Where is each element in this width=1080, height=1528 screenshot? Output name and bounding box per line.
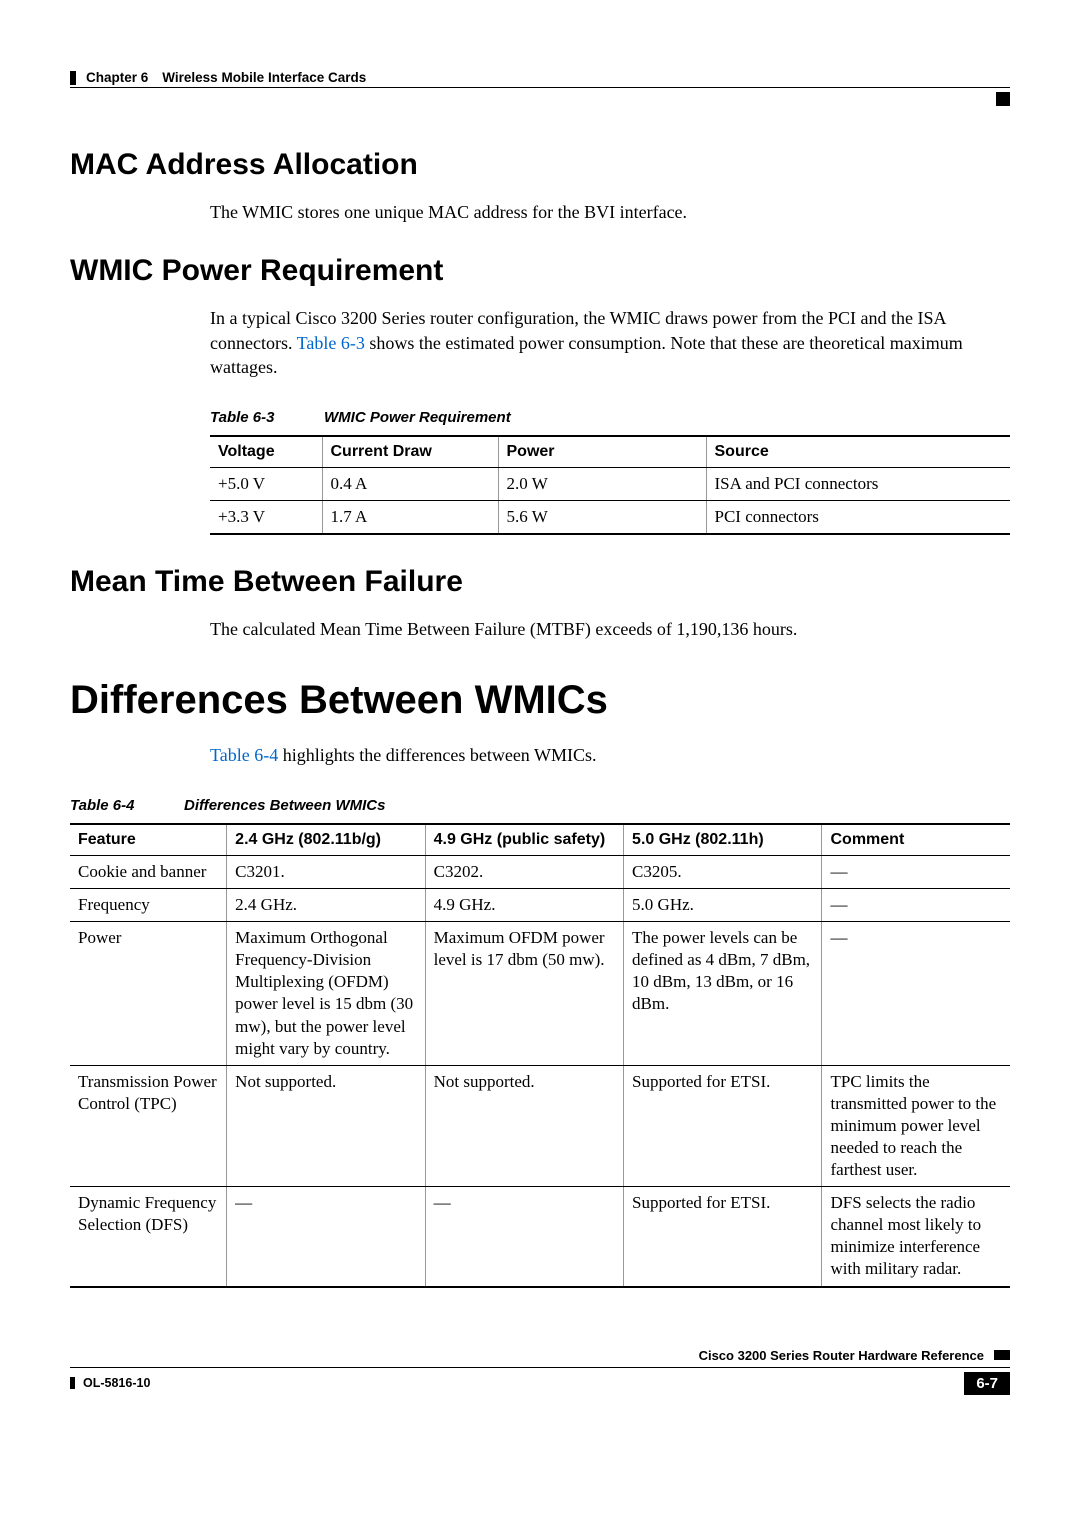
section-heading-mtbf: Mean Time Between Failure <box>70 565 1010 599</box>
table-cell: 2.0 W <box>498 468 706 501</box>
table-header-cell: Feature <box>70 824 227 856</box>
table-caption-label: Table 6-4 <box>70 797 180 814</box>
table-cell: 5.6 W <box>498 501 706 535</box>
table-cell: +5.0 V <box>210 468 322 501</box>
table-row: +3.3 V1.7 A5.6 WPCI connectors <box>210 501 1010 535</box>
table-cell: 2.4 GHz. <box>227 889 425 922</box>
table-cell: — <box>227 1187 425 1287</box>
table-cell: Not supported. <box>227 1065 425 1186</box>
table-ref-link[interactable]: Table 6-3 <box>297 333 365 353</box>
section-body-mac: The WMIC stores one unique MAC address f… <box>210 200 1010 224</box>
table-header-cell: 2.4 GHz (802.11b/g) <box>227 824 425 856</box>
table-cell: 5.0 GHz. <box>624 889 822 922</box>
chapter-title: Wireless Mobile Interface Cards <box>162 70 366 85</box>
table-header-cell: Power <box>498 436 706 468</box>
table-cell: Frequency <box>70 889 227 922</box>
table-differences: Feature2.4 GHz (802.11b/g)4.9 GHz (publi… <box>70 823 1010 1288</box>
table-cell: 4.9 GHz. <box>425 889 623 922</box>
table-cell: DFS selects the radio channel most likel… <box>822 1187 1010 1287</box>
header-tick <box>70 71 76 85</box>
table-row: Frequency2.4 GHz.4.9 GHz.5.0 GHz.— <box>70 889 1010 922</box>
section-heading-power: WMIC Power Requirement <box>70 254 1010 288</box>
table-caption-title: WMIC Power Requirement <box>324 409 511 426</box>
table-header-cell: 4.9 GHz (public safety) <box>425 824 623 856</box>
table-header-cell: Current Draw <box>322 436 498 468</box>
table-cell: 0.4 A <box>322 468 498 501</box>
table-cell: C3202. <box>425 855 623 888</box>
footer-tick <box>70 1377 75 1389</box>
section-heading-diffs: Differences Between WMICs <box>70 678 1010 723</box>
table-cell: ISA and PCI connectors <box>706 468 1010 501</box>
table-cell: Transmission Power Control (TPC) <box>70 1065 227 1186</box>
table-caption: Table 6-3 WMIC Power Requirement <box>210 409 1010 427</box>
table-cell: 1.7 A <box>322 501 498 535</box>
table-row: PowerMaximum Orthogonal Frequency-Divisi… <box>70 922 1010 1066</box>
table-header-cell: Source <box>706 436 1010 468</box>
table-cell: +3.3 V <box>210 501 322 535</box>
table-cell: TPC limits the transmitted power to the … <box>822 1065 1010 1186</box>
table-cell: Supported for ETSI. <box>624 1065 822 1186</box>
table-cell: Not supported. <box>425 1065 623 1186</box>
table-ref-link[interactable]: Table 6-4 <box>210 745 278 765</box>
section-heading-mac: MAC Address Allocation <box>70 148 1010 182</box>
table-caption: Table 6-4 Differences Between WMICs <box>70 797 1010 815</box>
corner-marker <box>996 92 1010 106</box>
table-cell: PCI connectors <box>706 501 1010 535</box>
table-row: Dynamic Frequency Selection (DFS)——Suppo… <box>70 1187 1010 1287</box>
table-caption-label: Table 6-3 <box>210 409 320 426</box>
section-body-diffs: Table 6-4 highlights the differences bet… <box>210 743 1010 767</box>
table-row: Cookie and bannerC3201.C3202.C3205.— <box>70 855 1010 888</box>
table-cell: Power <box>70 922 227 1066</box>
table-header-cell: 5.0 GHz (802.11h) <box>624 824 822 856</box>
table-cell: C3205. <box>624 855 822 888</box>
section-body-power: In a typical Cisco 3200 Series router co… <box>210 306 1010 379</box>
table-row: +5.0 V0.4 A2.0 WISA and PCI connectors <box>210 468 1010 501</box>
doc-id-text: OL-5816-10 <box>83 1376 150 1390</box>
table-cell: — <box>822 889 1010 922</box>
table-cell: Cookie and banner <box>70 855 227 888</box>
table-cell: — <box>822 922 1010 1066</box>
document-id: OL-5816-10 <box>70 1376 150 1390</box>
table-cell: Maximum Orthogonal Frequency-Division Mu… <box>227 922 425 1066</box>
section-body-mtbf: The calculated Mean Time Between Failure… <box>210 617 1010 641</box>
table-caption-title: Differences Between WMICs <box>184 797 385 814</box>
text-run: highlights the differences between WMICs… <box>278 745 596 765</box>
table-cell: Supported for ETSI. <box>624 1187 822 1287</box>
chapter-header: Chapter 6 Wireless Mobile Interface Card… <box>70 70 1010 88</box>
page-footer: Cisco 3200 Series Router Hardware Refere… <box>70 1348 1010 1395</box>
chapter-number: Chapter 6 <box>86 70 148 85</box>
table-cell: — <box>425 1187 623 1287</box>
footer-marker <box>994 1350 1010 1360</box>
table-cell: Maximum OFDM power level is 17 dbm (50 m… <box>425 922 623 1066</box>
table-cell: Dynamic Frequency Selection (DFS) <box>70 1187 227 1287</box>
page-number-badge: 6-7 <box>964 1372 1010 1395</box>
table-row: Transmission Power Control (TPC)Not supp… <box>70 1065 1010 1186</box>
table-cell: — <box>822 855 1010 888</box>
table-cell: C3201. <box>227 855 425 888</box>
table-cell: The power levels can be defined as 4 dBm… <box>624 922 822 1066</box>
table-header-cell: Voltage <box>210 436 322 468</box>
table-power-requirement: VoltageCurrent DrawPowerSource +5.0 V0.4… <box>210 435 1010 535</box>
book-title: Cisco 3200 Series Router Hardware Refere… <box>699 1348 984 1363</box>
table-header-cell: Comment <box>822 824 1010 856</box>
